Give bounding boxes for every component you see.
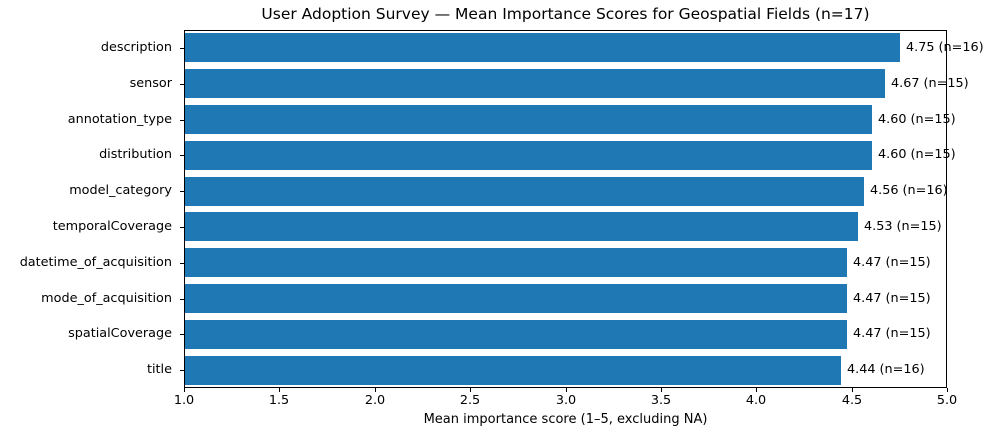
y-tick-mark xyxy=(180,120,184,121)
bar xyxy=(185,356,841,385)
bar xyxy=(185,248,847,277)
bar-value-label: 4.47 (n=15) xyxy=(853,291,931,306)
y-tick-label: mode_of_acquisition xyxy=(41,291,172,306)
bar xyxy=(185,212,858,241)
x-tick-mark xyxy=(470,388,471,392)
y-tick-mark xyxy=(180,48,184,49)
bar-value-label: 4.47 (n=15) xyxy=(853,255,931,270)
bar-value-label: 4.53 (n=15) xyxy=(864,219,942,234)
y-tick-mark xyxy=(180,263,184,264)
y-tick-label: datetime_of_acquisition xyxy=(19,255,172,270)
y-tick-label: title xyxy=(146,362,172,377)
bar-value-label: 4.56 (n=16) xyxy=(870,183,948,198)
y-tick-label: model_category xyxy=(69,183,172,198)
y-tick-label: description xyxy=(100,40,172,55)
x-axis-label: Mean importance score (1–5, excluding NA… xyxy=(423,412,708,427)
y-tick-label: annotation_type xyxy=(67,112,172,127)
x-tick-label: 5.0 xyxy=(936,393,958,408)
y-tick-label: spatialCoverage xyxy=(68,326,172,341)
bar-value-label: 4.60 (n=15) xyxy=(878,147,956,162)
x-tick-label: 3.5 xyxy=(650,393,672,408)
y-tick-mark xyxy=(180,191,184,192)
x-tick-label: 1.0 xyxy=(173,393,195,408)
x-tick-mark xyxy=(184,388,185,392)
x-tick-mark xyxy=(375,388,376,392)
chart-title: User Adoption Survey — Mean Importance S… xyxy=(261,5,870,23)
bar-value-label: 4.60 (n=15) xyxy=(878,112,956,127)
x-tick-label: 3.0 xyxy=(555,393,577,408)
y-tick-label: sensor xyxy=(129,76,172,91)
x-tick-label: 4.0 xyxy=(745,393,767,408)
y-tick-mark xyxy=(180,84,184,85)
y-tick-mark xyxy=(180,370,184,371)
bar xyxy=(185,105,872,134)
bar xyxy=(185,177,864,206)
x-tick-mark xyxy=(566,388,567,392)
x-tick-mark xyxy=(661,388,662,392)
y-tick-mark xyxy=(180,299,184,300)
x-tick-mark xyxy=(947,388,948,392)
bar xyxy=(185,284,847,313)
bar xyxy=(185,33,900,62)
x-tick-label: 4.5 xyxy=(841,393,863,408)
bar xyxy=(185,141,872,170)
x-tick-mark xyxy=(756,388,757,392)
bar-value-label: 4.67 (n=15) xyxy=(891,76,969,91)
y-tick-mark xyxy=(180,227,184,228)
bar-value-label: 4.75 (n=16) xyxy=(906,40,984,55)
bar xyxy=(185,320,847,349)
bar-value-label: 4.47 (n=15) xyxy=(853,326,931,341)
bar xyxy=(185,69,885,98)
y-tick-mark xyxy=(180,155,184,156)
y-tick-label: temporalCoverage xyxy=(52,219,172,234)
y-tick-mark xyxy=(180,334,184,335)
x-tick-label: 2.0 xyxy=(364,393,386,408)
x-tick-label: 1.5 xyxy=(268,393,290,408)
x-tick-mark xyxy=(279,388,280,392)
y-tick-label: distribution xyxy=(99,147,172,162)
x-tick-label: 2.5 xyxy=(459,393,481,408)
bar-value-label: 4.44 (n=16) xyxy=(847,362,925,377)
x-tick-mark xyxy=(852,388,853,392)
